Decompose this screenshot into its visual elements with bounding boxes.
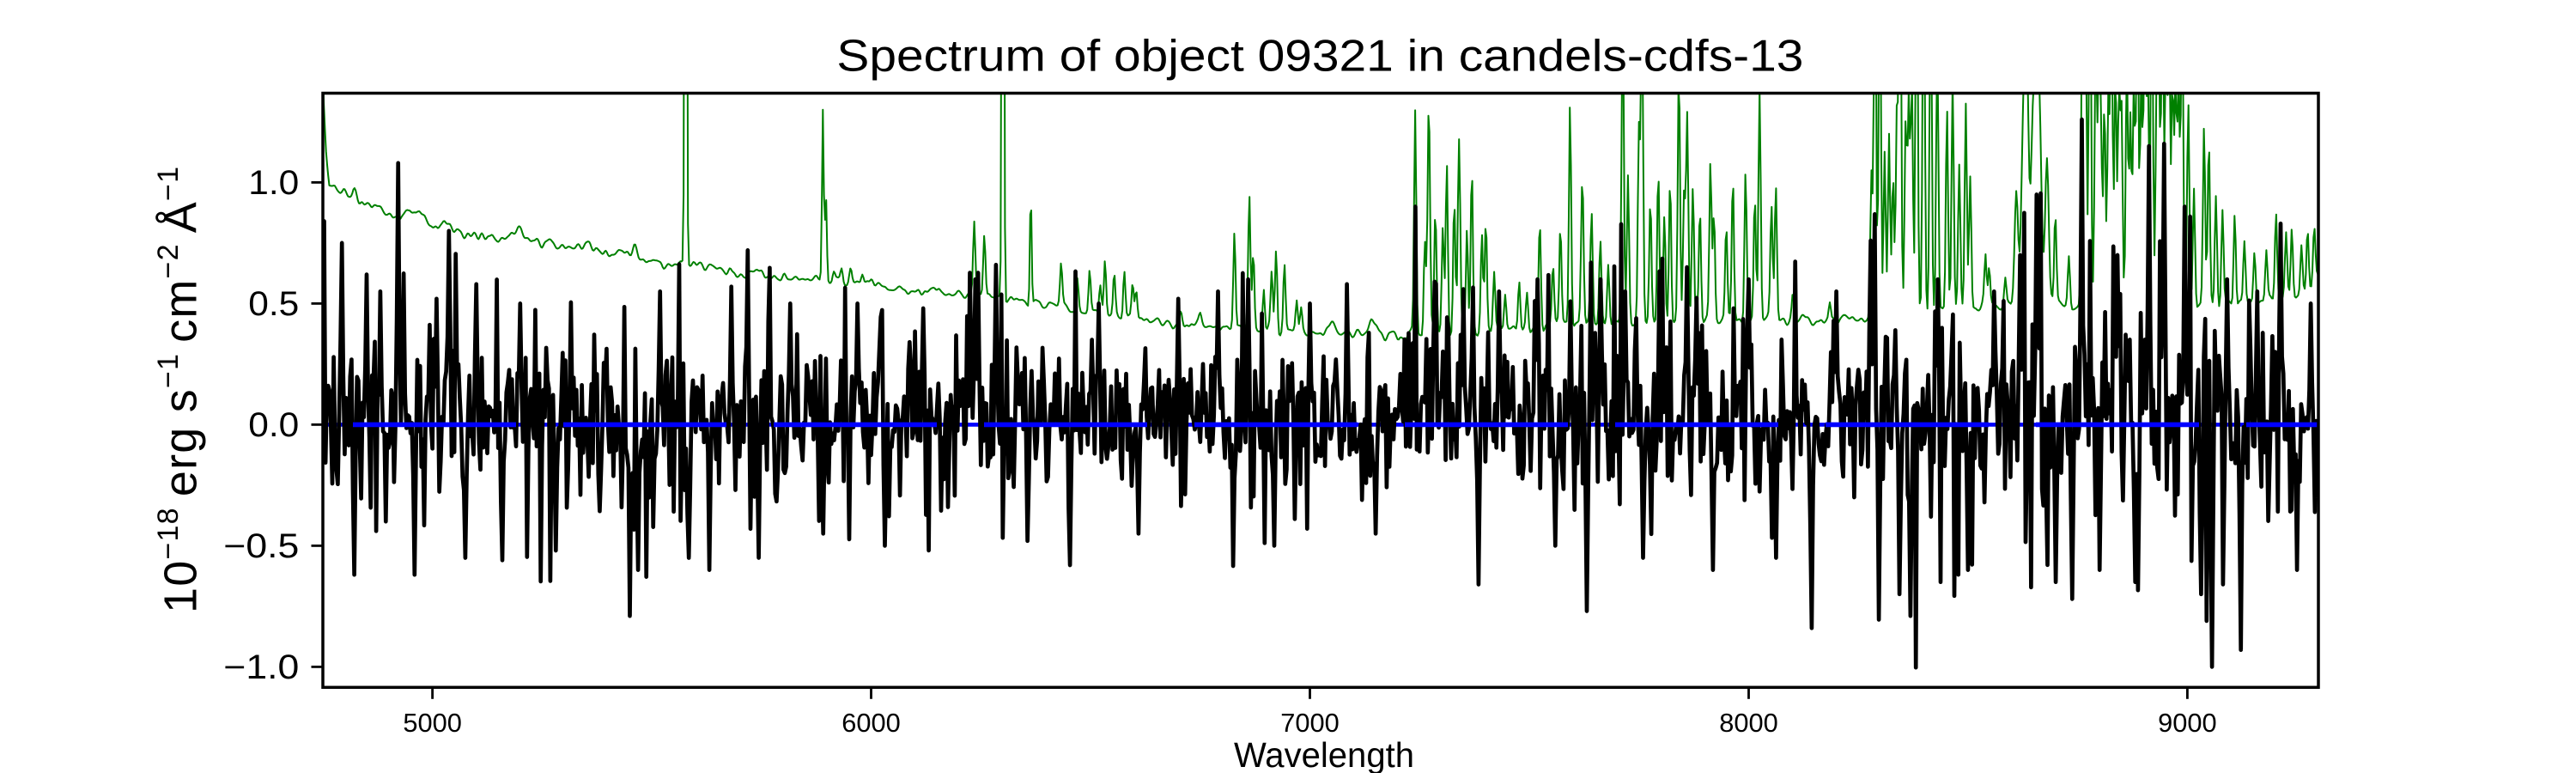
svg-text:Spectrum of object 09321 in ca: Spectrum of object 09321 in candels-cdfs… [836, 31, 1803, 81]
svg-text:Wavelength: Wavelength [1234, 735, 1414, 773]
svg-text:9000: 9000 [2158, 708, 2217, 738]
svg-text:6000: 6000 [841, 708, 901, 738]
svg-text:5000: 5000 [403, 708, 462, 738]
svg-text:−1.0: −1.0 [223, 648, 299, 686]
svg-text:1.0: 1.0 [248, 164, 299, 202]
svg-text:7000: 7000 [1280, 708, 1340, 738]
svg-text:−0.5: −0.5 [223, 527, 299, 565]
svg-text:8000: 8000 [1719, 708, 1778, 738]
svg-text:0.5: 0.5 [248, 285, 299, 323]
svg-text:0.0: 0.0 [248, 406, 299, 444]
